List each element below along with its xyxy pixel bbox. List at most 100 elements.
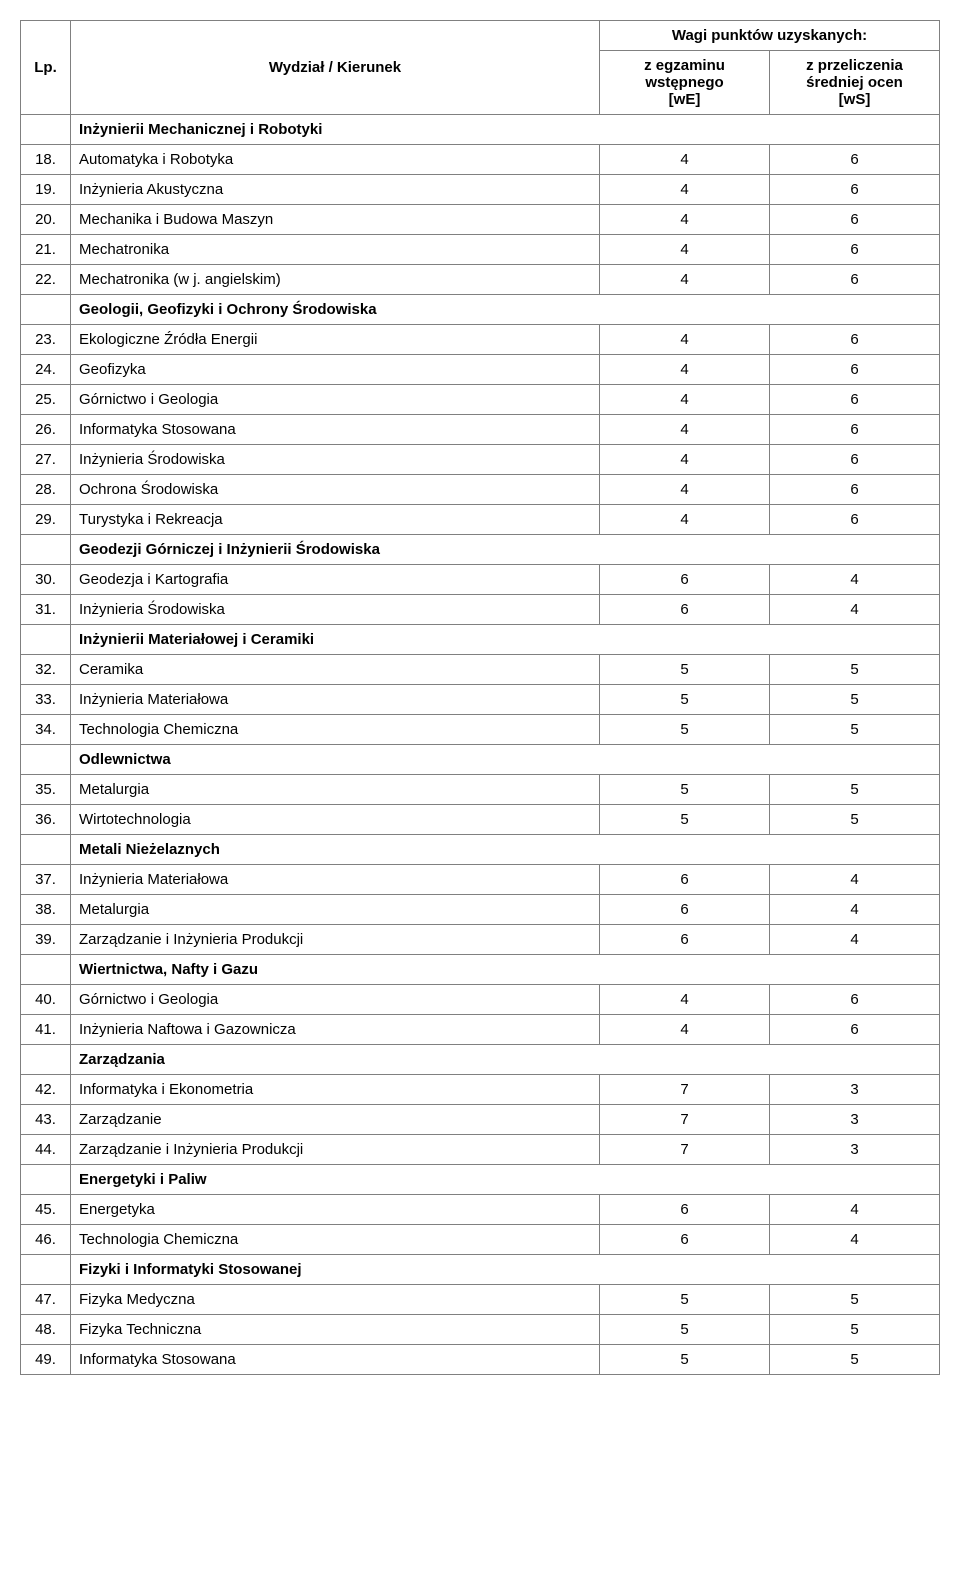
row-lp: 37.: [21, 865, 71, 895]
row-name: Mechatronika: [71, 235, 600, 265]
section-name-cell: Zarządzania: [71, 1045, 940, 1075]
row-we: 4: [600, 175, 770, 205]
table-row: 32.Ceramika55: [21, 655, 940, 685]
table-row: 21.Mechatronika46: [21, 235, 940, 265]
row-we: 7: [600, 1075, 770, 1105]
row-ws: 4: [770, 565, 940, 595]
table-row: 31.Inżynieria Środowiska64: [21, 595, 940, 625]
row-we: 4: [600, 475, 770, 505]
row-lp: 48.: [21, 1315, 71, 1345]
section-row: Odlewnictwa: [21, 745, 940, 775]
section-name-cell: Metali Nieżelaznych: [71, 835, 940, 865]
section-name-cell: Fizyki i Informatyki Stosowanej: [71, 1255, 940, 1285]
row-we: 6: [600, 925, 770, 955]
table-row: 39.Zarządzanie i Inżynieria Produkcji64: [21, 925, 940, 955]
row-lp: 44.: [21, 1135, 71, 1165]
table-row: 20.Mechanika i Budowa Maszyn46: [21, 205, 940, 235]
row-name: Górnictwo i Geologia: [71, 985, 600, 1015]
row-name: Zarządzanie i Inżynieria Produkcji: [71, 1135, 600, 1165]
row-lp: 31.: [21, 595, 71, 625]
row-ws: 6: [770, 205, 940, 235]
row-name: Turystyka i Rekreacja: [71, 505, 600, 535]
row-name: Mechatronika (w j. angielskim): [71, 265, 600, 295]
row-ws: 6: [770, 325, 940, 355]
section-row: Inżynierii Mechanicznej i Robotyki: [21, 115, 940, 145]
header-we-line2: [wE]: [669, 91, 701, 108]
row-name: Informatyka i Ekonometria: [71, 1075, 600, 1105]
row-we: 4: [600, 265, 770, 295]
row-lp: 20.: [21, 205, 71, 235]
row-ws: 4: [770, 925, 940, 955]
row-name: Ekologiczne Źródła Energii: [71, 325, 600, 355]
section-lp-cell: [21, 295, 71, 325]
table-row: 38.Metalurgia64: [21, 895, 940, 925]
row-lp: 23.: [21, 325, 71, 355]
row-ws: 4: [770, 1225, 940, 1255]
row-we: 5: [600, 775, 770, 805]
row-ws: 6: [770, 385, 940, 415]
row-lp: 34.: [21, 715, 71, 745]
row-name: Inżynieria Materiałowa: [71, 865, 600, 895]
row-ws: 6: [770, 355, 940, 385]
table-row: 29.Turystyka i Rekreacja46: [21, 505, 940, 535]
row-ws: 3: [770, 1075, 940, 1105]
row-name: Technologia Chemiczna: [71, 715, 600, 745]
section-name-cell: Inżynierii Mechanicznej i Robotyki: [71, 115, 940, 145]
row-lp: 47.: [21, 1285, 71, 1315]
row-we: 6: [600, 1225, 770, 1255]
section-lp-cell: [21, 1255, 71, 1285]
row-name: Fizyka Techniczna: [71, 1315, 600, 1345]
row-we: 4: [600, 385, 770, 415]
table-row: 42.Informatyka i Ekonometria73: [21, 1075, 940, 1105]
row-lp: 43.: [21, 1105, 71, 1135]
header-we-line0: z egzaminu: [644, 57, 725, 74]
row-ws: 3: [770, 1105, 940, 1135]
section-name-cell: Wiertnictwa, Nafty i Gazu: [71, 955, 940, 985]
table-row: 37.Inżynieria Materiałowa64: [21, 865, 940, 895]
section-lp-cell: [21, 955, 71, 985]
header-ws: z przeliczenia średniej ocen [wS]: [770, 51, 940, 115]
row-name: Automatyka i Robotyka: [71, 145, 600, 175]
row-lp: 33.: [21, 685, 71, 715]
row-ws: 6: [770, 145, 940, 175]
header-ws-line2: [wS]: [839, 91, 871, 108]
row-lp: 49.: [21, 1345, 71, 1375]
header-ws-line0: z przeliczenia: [806, 57, 903, 74]
row-we: 6: [600, 595, 770, 625]
row-we: 7: [600, 1135, 770, 1165]
row-we: 5: [600, 655, 770, 685]
section-name-cell: Geologii, Geofizyki i Ochrony Środowiska: [71, 295, 940, 325]
row-lp: 40.: [21, 985, 71, 1015]
section-row: Inżynierii Materiałowej i Ceramiki: [21, 625, 940, 655]
row-we: 4: [600, 415, 770, 445]
section-name-cell: Energetyki i Paliw: [71, 1165, 940, 1195]
row-ws: 5: [770, 1285, 940, 1315]
row-ws: 5: [770, 1345, 940, 1375]
row-lp: 38.: [21, 895, 71, 925]
table-row: 35.Metalurgia55: [21, 775, 940, 805]
header-wagi: Wagi punktów uzyskanych:: [600, 21, 940, 51]
section-lp-cell: [21, 625, 71, 655]
section-row: Energetyki i Paliw: [21, 1165, 940, 1195]
row-ws: 6: [770, 235, 940, 265]
row-we: 4: [600, 355, 770, 385]
row-lp: 22.: [21, 265, 71, 295]
row-name: Inżynieria Naftowa i Gazownicza: [71, 1015, 600, 1045]
row-lp: 36.: [21, 805, 71, 835]
row-we: 6: [600, 865, 770, 895]
row-we: 6: [600, 1195, 770, 1225]
section-name-cell: Odlewnictwa: [71, 745, 940, 775]
row-name: Technologia Chemiczna: [71, 1225, 600, 1255]
row-name: Fizyka Medyczna: [71, 1285, 600, 1315]
section-row: Geodezji Górniczej i Inżynierii Środowis…: [21, 535, 940, 565]
row-ws: 5: [770, 1315, 940, 1345]
section-lp-cell: [21, 745, 71, 775]
header-we: z egzaminu wstępnego [wE]: [600, 51, 770, 115]
table-row: 45.Energetyka64: [21, 1195, 940, 1225]
row-lp: 35.: [21, 775, 71, 805]
row-we: 5: [600, 715, 770, 745]
row-we: 5: [600, 1345, 770, 1375]
row-ws: 5: [770, 655, 940, 685]
table-header: Lp. Wydział / Kierunek Wagi punktów uzys…: [21, 21, 940, 115]
row-we: 4: [600, 445, 770, 475]
